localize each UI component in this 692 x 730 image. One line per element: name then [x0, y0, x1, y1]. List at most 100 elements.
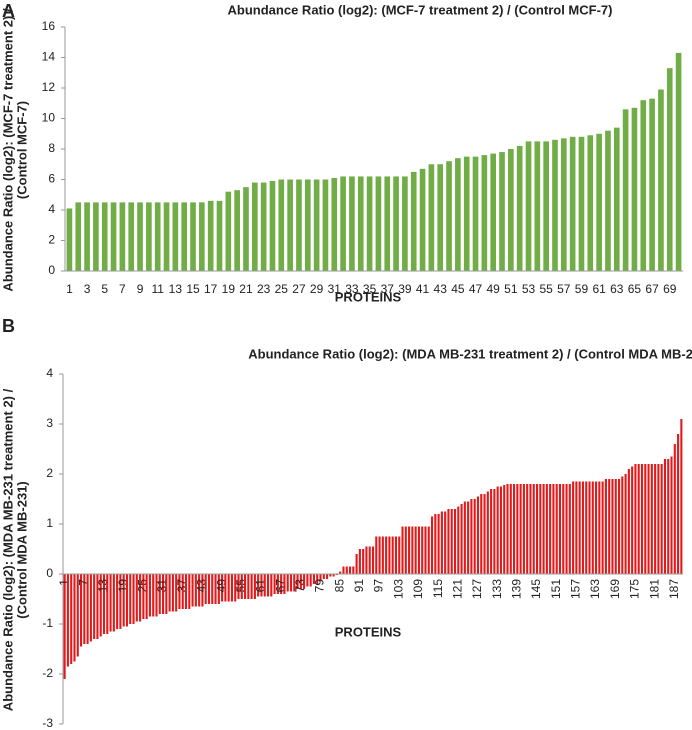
bar: [455, 158, 461, 271]
y-tick-label: 10: [42, 111, 56, 125]
x-tick-label: 1: [66, 282, 73, 296]
bar: [578, 481, 581, 574]
bar: [473, 499, 476, 574]
bar: [357, 176, 364, 271]
y-tick-label: -3: [42, 716, 53, 730]
bar: [480, 494, 483, 574]
bar: [499, 152, 505, 271]
bar: [122, 574, 125, 627]
bar: [286, 574, 289, 592]
bar: [251, 182, 258, 271]
bar: [428, 164, 435, 271]
bar: [368, 546, 371, 574]
bar: [631, 107, 638, 271]
bar: [280, 574, 283, 594]
bar: [247, 574, 250, 599]
bar: [613, 127, 620, 272]
bar: [568, 484, 571, 574]
bar: [430, 516, 434, 574]
bar: [139, 574, 142, 622]
bar: [273, 574, 276, 594]
x-tick-label: 67: [645, 282, 659, 296]
bar: [509, 484, 512, 574]
x-tick-label: 145: [529, 579, 543, 599]
bar: [352, 566, 355, 574]
bar: [199, 202, 205, 271]
bar: [666, 68, 673, 271]
bar: [516, 484, 519, 574]
bar: [312, 574, 316, 584]
bar: [303, 574, 306, 589]
bar: [237, 574, 240, 599]
bar: [96, 574, 99, 639]
y-tick-label: -1: [42, 616, 53, 630]
bar: [663, 459, 667, 574]
chart-title: Abundance Ratio (log2): (MDA MB-231 trea…: [248, 346, 692, 361]
bar: [332, 574, 335, 577]
x-tick-label: 35: [363, 282, 377, 296]
bar: [349, 176, 355, 271]
bar: [99, 574, 102, 637]
bar: [552, 484, 555, 574]
bar: [135, 574, 138, 622]
x-tick-label: 37: [381, 282, 395, 296]
x-tick-label: 41: [416, 282, 430, 296]
bar: [529, 484, 532, 574]
bar: [289, 574, 293, 592]
x-tick-label: 175: [628, 579, 642, 599]
x-tick-label: 53: [522, 282, 536, 296]
bar: [101, 202, 108, 271]
bar: [572, 481, 575, 574]
bar: [680, 419, 683, 574]
bar: [316, 574, 319, 584]
bar: [119, 202, 126, 271]
bar: [184, 574, 188, 609]
bar: [384, 176, 391, 271]
chart-title: Abundance Ratio (log2): (MCF-7 treatment…: [228, 2, 613, 17]
y-tick-label: 4: [46, 366, 53, 380]
bar: [84, 202, 90, 271]
bar: [385, 536, 388, 574]
bar: [624, 474, 627, 574]
bar: [145, 574, 148, 619]
bar: [591, 481, 594, 574]
bar: [393, 176, 399, 271]
bar: [634, 464, 637, 574]
bar: [253, 574, 256, 599]
bar: [194, 574, 197, 607]
bar: [490, 489, 493, 574]
x-tick-label: 1: [57, 579, 71, 586]
bar: [217, 574, 220, 604]
bar: [375, 176, 382, 271]
bar: [358, 549, 361, 574]
bar: [421, 526, 424, 574]
bar: [142, 574, 145, 619]
bar: [201, 574, 204, 607]
x-tick-label: 7: [119, 282, 126, 296]
bar: [388, 536, 391, 574]
y-tick-label: 6: [48, 172, 55, 186]
x-tick-label: 109: [411, 579, 425, 599]
bar: [178, 574, 181, 609]
bar: [296, 574, 299, 589]
bar: [596, 133, 602, 271]
x-tick-label: 21: [239, 282, 253, 296]
bar: [558, 484, 562, 574]
bar: [375, 536, 378, 574]
bar: [163, 202, 170, 271]
bar: [168, 574, 171, 612]
bar: [581, 481, 584, 574]
panel-label: B: [2, 316, 15, 336]
x-tick-label: 3: [84, 282, 91, 296]
bar: [622, 109, 629, 271]
bar: [260, 182, 267, 271]
bar: [73, 574, 76, 662]
bar: [119, 574, 122, 629]
bar: [227, 574, 230, 602]
bar: [644, 464, 647, 574]
bar: [225, 191, 232, 271]
x-tick-label: 163: [588, 579, 602, 599]
bar: [204, 574, 207, 604]
bar: [172, 202, 179, 271]
bar: [110, 202, 117, 271]
